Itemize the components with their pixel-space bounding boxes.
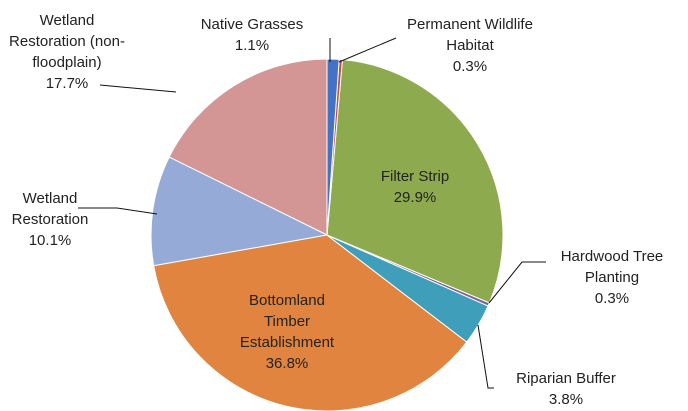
category-label: Bottomland Timber Establishment (239, 292, 335, 351)
leader-line (488, 261, 546, 304)
slice-label: Native Grasses 1.1% (187, 14, 317, 56)
category-label: Filter Strip (380, 168, 450, 185)
category-label: Permanent Wildlife Habitat (407, 16, 533, 54)
category-label: Hardwood Tree Planting (560, 248, 664, 286)
category-label: Native Grasses (200, 16, 304, 33)
value-label: 1.1% (234, 37, 270, 54)
slice-label: Wetland Restoration (non-floodplain) 17.7… (5, 10, 130, 94)
pie-slice (150, 156, 329, 267)
slice-label: Hardwood Tree Planting 0.3% (545, 246, 680, 309)
leader-line (338, 37, 397, 63)
pie-slice (153, 234, 468, 411)
value-label: 0.3% (594, 290, 630, 307)
value-label: 29.9% (393, 189, 437, 206)
category-label: Riparian Buffer (516, 370, 616, 387)
slice-label: Wetland Restoration 10.1% (3, 188, 98, 251)
value-label: 10.1% (28, 232, 72, 249)
pie-slice (168, 58, 328, 236)
slice-label: Filter Strip 29.9% (365, 166, 465, 208)
leader-line (99, 84, 177, 93)
pie-slice (326, 59, 504, 304)
slice-label: Permanent Wildlife Habitat 0.3% (403, 14, 538, 77)
pie-slice (326, 58, 340, 236)
value-label: 3.8% (548, 391, 584, 408)
value-label: 0.3% (452, 58, 488, 75)
category-label: Wetland Restoration (11, 190, 89, 228)
category-label: Wetland Restoration (non-floodplain) (9, 12, 125, 71)
slice-label: Bottomland Timber Establishment 36.8% (230, 290, 345, 374)
slice-label: Riparian Buffer 3.8% (491, 368, 641, 410)
leader-line (78, 207, 158, 215)
leader-line (477, 324, 494, 389)
value-label: 17.7% (45, 75, 89, 92)
value-label: 36.8% (265, 355, 309, 372)
